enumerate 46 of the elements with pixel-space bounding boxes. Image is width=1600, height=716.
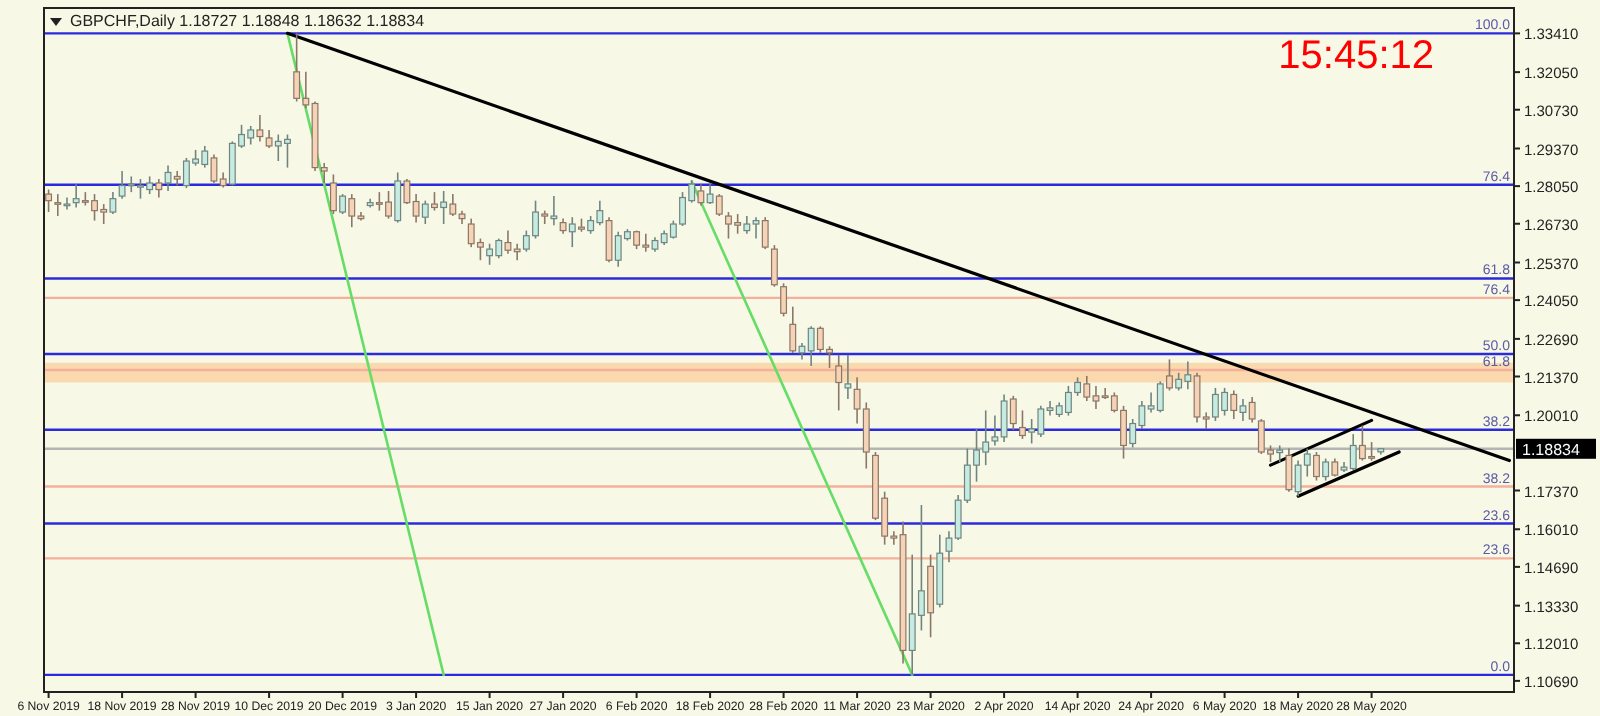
candlestick <box>780 282 788 318</box>
candlestick <box>339 193 347 215</box>
candlestick <box>486 242 494 266</box>
candlestick <box>173 170 181 187</box>
candlestick <box>109 191 117 215</box>
candlestick <box>164 164 172 192</box>
candlestick <box>1230 389 1238 420</box>
candlestick <box>54 193 62 217</box>
candlestick <box>1276 444 1284 463</box>
candlestick <box>421 199 429 225</box>
candlestick <box>155 178 163 199</box>
chart-title: GBPCHF,Daily 1.18727 1.18848 1.18632 1.18834 <box>70 12 426 30</box>
candlestick <box>1349 433 1357 471</box>
candlestick <box>72 183 80 209</box>
candlestick <box>329 173 337 215</box>
candlestick <box>1166 358 1173 392</box>
candlestick <box>1019 409 1026 440</box>
candlestick <box>1239 398 1247 422</box>
candlestick <box>770 244 778 288</box>
candlestick <box>1322 457 1330 482</box>
candlestick <box>844 354 852 400</box>
candlestick <box>1285 447 1293 493</box>
candlestick <box>835 354 843 412</box>
candlestick <box>256 114 264 143</box>
candlestick <box>431 191 438 212</box>
candlestick <box>1156 380 1164 414</box>
candlestick <box>45 188 53 213</box>
candlestick <box>715 193 723 217</box>
annotation: 15:45:12 <box>1278 34 1434 78</box>
candlestick <box>394 171 402 224</box>
candlestick <box>348 193 356 228</box>
candlestick <box>568 216 576 248</box>
candlestick <box>789 305 797 354</box>
ref-line-label: 1.18834 <box>1522 441 1581 460</box>
candlestick <box>440 190 448 225</box>
candlestick <box>697 183 705 207</box>
candlestick <box>927 553 935 639</box>
candlestick <box>1083 375 1091 402</box>
candlestick <box>706 182 714 205</box>
candlestick <box>293 32 301 103</box>
candlestick <box>550 195 558 226</box>
candlestick <box>1248 396 1256 424</box>
candlestick <box>761 216 769 250</box>
candlestick <box>605 216 613 264</box>
candlestick <box>1009 395 1017 431</box>
candlestick <box>1313 451 1320 482</box>
